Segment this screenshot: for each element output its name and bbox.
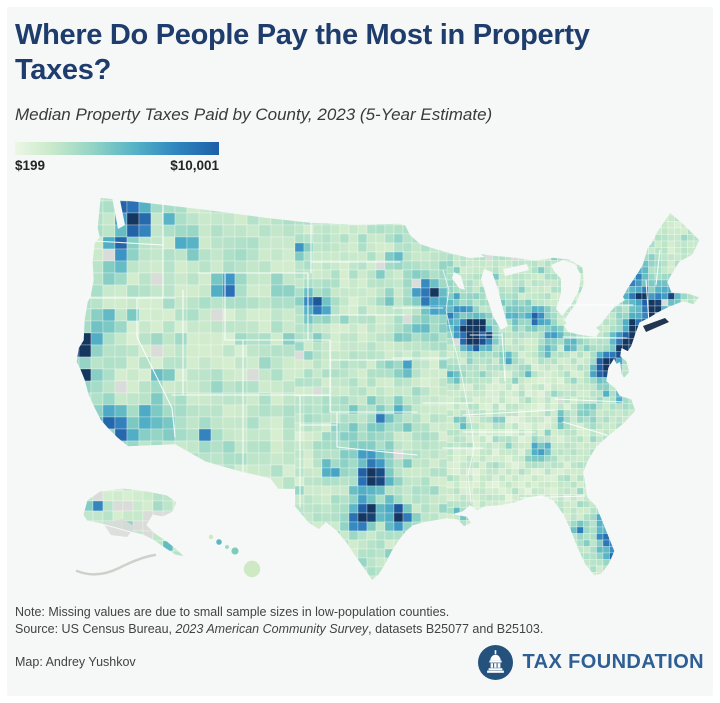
legend-max-label: $10,001 xyxy=(170,158,219,173)
brand-wordmark: TAX FOUNDATION xyxy=(522,651,704,673)
source-line: Source: US Census Bureau, 2023 American … xyxy=(15,621,544,636)
legend-gradient-bar xyxy=(15,142,219,155)
title-line-2: Taxes? xyxy=(15,54,111,87)
title-line-1: Where Do People Pay the Most in Property xyxy=(15,19,590,51)
brand-logo: TAX FOUNDATION xyxy=(477,644,704,681)
infographic-card: Where Do People Pay the Most in Property… xyxy=(7,7,713,696)
map-container xyxy=(15,185,705,600)
color-legend: $199 $10,001 xyxy=(15,142,219,173)
legend-min-label: $199 xyxy=(15,158,46,173)
source-italic: 2023 American Community Survey xyxy=(175,621,369,636)
map-credit: Map: Andrey Yushkov xyxy=(15,655,136,669)
legend-labels: $199 $10,001 xyxy=(15,158,219,173)
aleutian-islands xyxy=(75,553,157,576)
capitol-dome-icon xyxy=(478,645,514,680)
footnotes: Note: Missing values are due to small sa… xyxy=(15,604,543,638)
hawaii-islands xyxy=(208,534,261,578)
alaska-missing-area xyxy=(103,519,135,537)
us-outline xyxy=(75,196,702,583)
us-county-choropleth-map xyxy=(75,195,702,583)
subtitle: Median Property Taxes Paid by County, 20… xyxy=(15,105,493,124)
note-line: Note: Missing values are due to small sa… xyxy=(15,605,450,619)
long-island-shape xyxy=(643,318,669,332)
page-title: Where Do People Pay the Most in Property… xyxy=(15,18,685,89)
